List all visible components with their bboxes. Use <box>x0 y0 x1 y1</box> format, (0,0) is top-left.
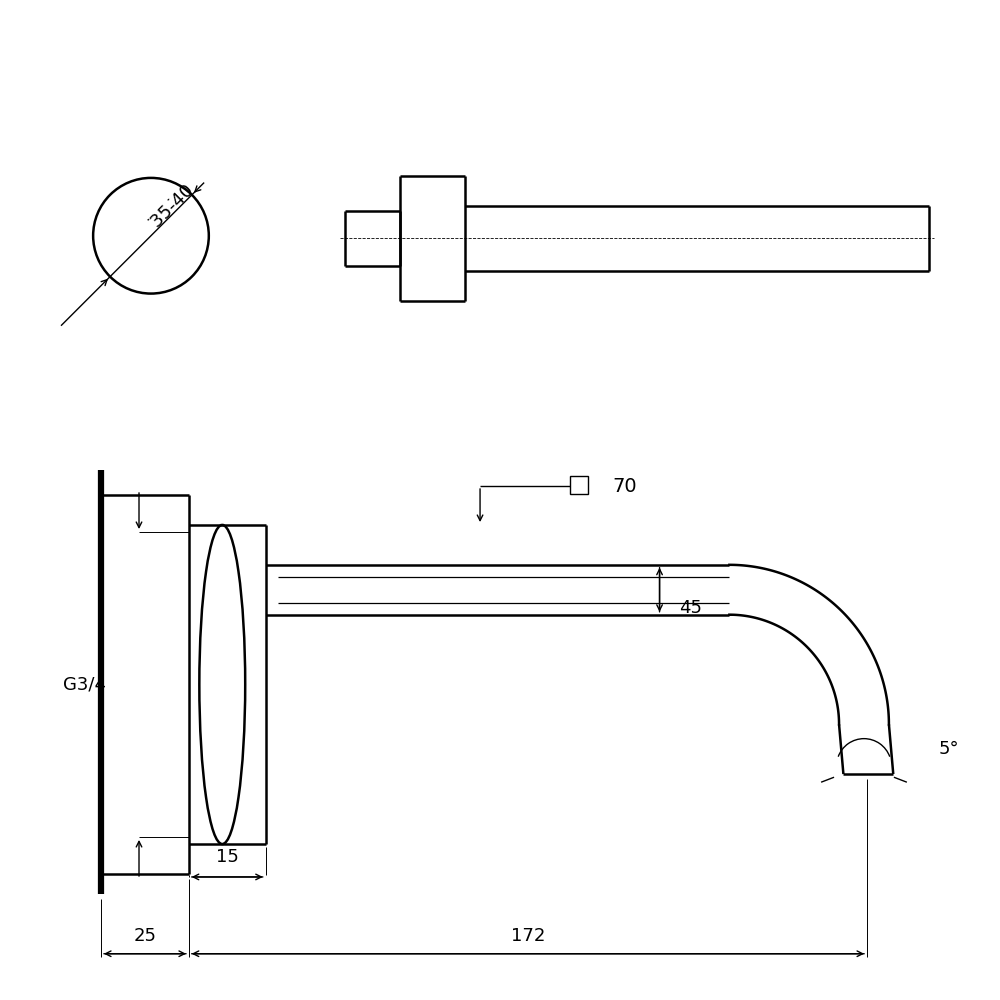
Bar <box>570 476 588 494</box>
Text: 70: 70 <box>613 477 637 496</box>
Text: 25: 25 <box>133 927 156 945</box>
Text: 172: 172 <box>511 927 545 945</box>
Text: 5°: 5° <box>939 740 959 758</box>
Text: G3/4: G3/4 <box>63 675 106 693</box>
Text: 15: 15 <box>216 848 239 866</box>
Text: ͘35-͘40: ͘35-͘40 <box>149 183 199 232</box>
Text: 45: 45 <box>680 599 702 617</box>
